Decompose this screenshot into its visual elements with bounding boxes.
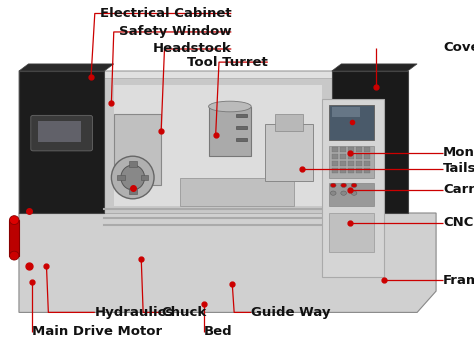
Bar bbox=[236, 126, 247, 129]
Bar bbox=[364, 154, 370, 159]
Ellipse shape bbox=[111, 156, 154, 199]
Bar bbox=[332, 147, 338, 152]
Bar bbox=[129, 161, 137, 167]
Text: Guide Way: Guide Way bbox=[251, 306, 331, 319]
FancyBboxPatch shape bbox=[31, 115, 92, 151]
Bar bbox=[348, 161, 354, 166]
Bar bbox=[38, 121, 81, 142]
Bar bbox=[329, 146, 374, 178]
Text: Frame: Frame bbox=[443, 274, 474, 287]
Circle shape bbox=[330, 191, 336, 195]
Bar bbox=[332, 154, 338, 159]
Bar bbox=[209, 106, 251, 156]
Text: Safety Window: Safety Window bbox=[118, 26, 231, 38]
Bar bbox=[340, 161, 346, 166]
Polygon shape bbox=[332, 64, 417, 71]
Ellipse shape bbox=[9, 251, 19, 260]
Bar bbox=[117, 175, 125, 180]
Bar bbox=[364, 161, 370, 166]
Polygon shape bbox=[19, 71, 370, 213]
Text: Main Drive Motor: Main Drive Motor bbox=[32, 326, 163, 338]
Bar bbox=[129, 188, 137, 194]
Bar bbox=[348, 147, 354, 152]
Polygon shape bbox=[19, 71, 104, 213]
Bar bbox=[356, 161, 362, 166]
Bar bbox=[180, 178, 294, 206]
Text: Carriage: Carriage bbox=[443, 184, 474, 196]
Circle shape bbox=[330, 183, 336, 187]
Bar bbox=[332, 168, 338, 173]
Bar bbox=[356, 168, 362, 173]
Bar bbox=[265, 124, 313, 181]
Polygon shape bbox=[9, 220, 19, 256]
Polygon shape bbox=[19, 64, 114, 71]
Bar bbox=[340, 168, 346, 173]
Circle shape bbox=[341, 183, 346, 187]
Text: Bed: Bed bbox=[204, 326, 232, 338]
Polygon shape bbox=[104, 78, 332, 213]
Bar bbox=[356, 154, 362, 159]
Circle shape bbox=[341, 191, 346, 195]
Bar bbox=[329, 213, 374, 252]
Bar bbox=[236, 138, 247, 141]
Bar bbox=[114, 114, 161, 185]
Text: Monitor: Monitor bbox=[443, 146, 474, 159]
Bar bbox=[322, 99, 384, 277]
Bar bbox=[364, 168, 370, 173]
Circle shape bbox=[351, 183, 357, 187]
Ellipse shape bbox=[121, 165, 145, 190]
Text: Headstock: Headstock bbox=[153, 43, 231, 55]
Text: Electrical Cabinet: Electrical Cabinet bbox=[100, 7, 231, 20]
Ellipse shape bbox=[9, 215, 19, 224]
Bar bbox=[329, 105, 374, 140]
Bar bbox=[141, 175, 148, 180]
Bar bbox=[356, 147, 362, 152]
Bar bbox=[236, 114, 247, 117]
Bar bbox=[340, 154, 346, 159]
Polygon shape bbox=[19, 213, 436, 312]
Polygon shape bbox=[114, 85, 322, 206]
Bar bbox=[364, 147, 370, 152]
Text: Cover: Cover bbox=[443, 42, 474, 54]
Text: Tailstock: Tailstock bbox=[443, 162, 474, 175]
Ellipse shape bbox=[209, 101, 251, 112]
Circle shape bbox=[351, 191, 357, 195]
Polygon shape bbox=[332, 71, 408, 213]
Text: Tool Turret: Tool Turret bbox=[187, 56, 268, 69]
Text: CNC: CNC bbox=[443, 217, 474, 229]
Text: Chuck: Chuck bbox=[161, 306, 206, 319]
Bar bbox=[332, 161, 338, 166]
Bar bbox=[340, 147, 346, 152]
Bar bbox=[348, 168, 354, 173]
Bar bbox=[348, 154, 354, 159]
Text: Hydraulics: Hydraulics bbox=[95, 306, 174, 319]
Bar bbox=[332, 106, 360, 117]
Bar bbox=[329, 183, 374, 206]
Bar bbox=[275, 114, 303, 131]
